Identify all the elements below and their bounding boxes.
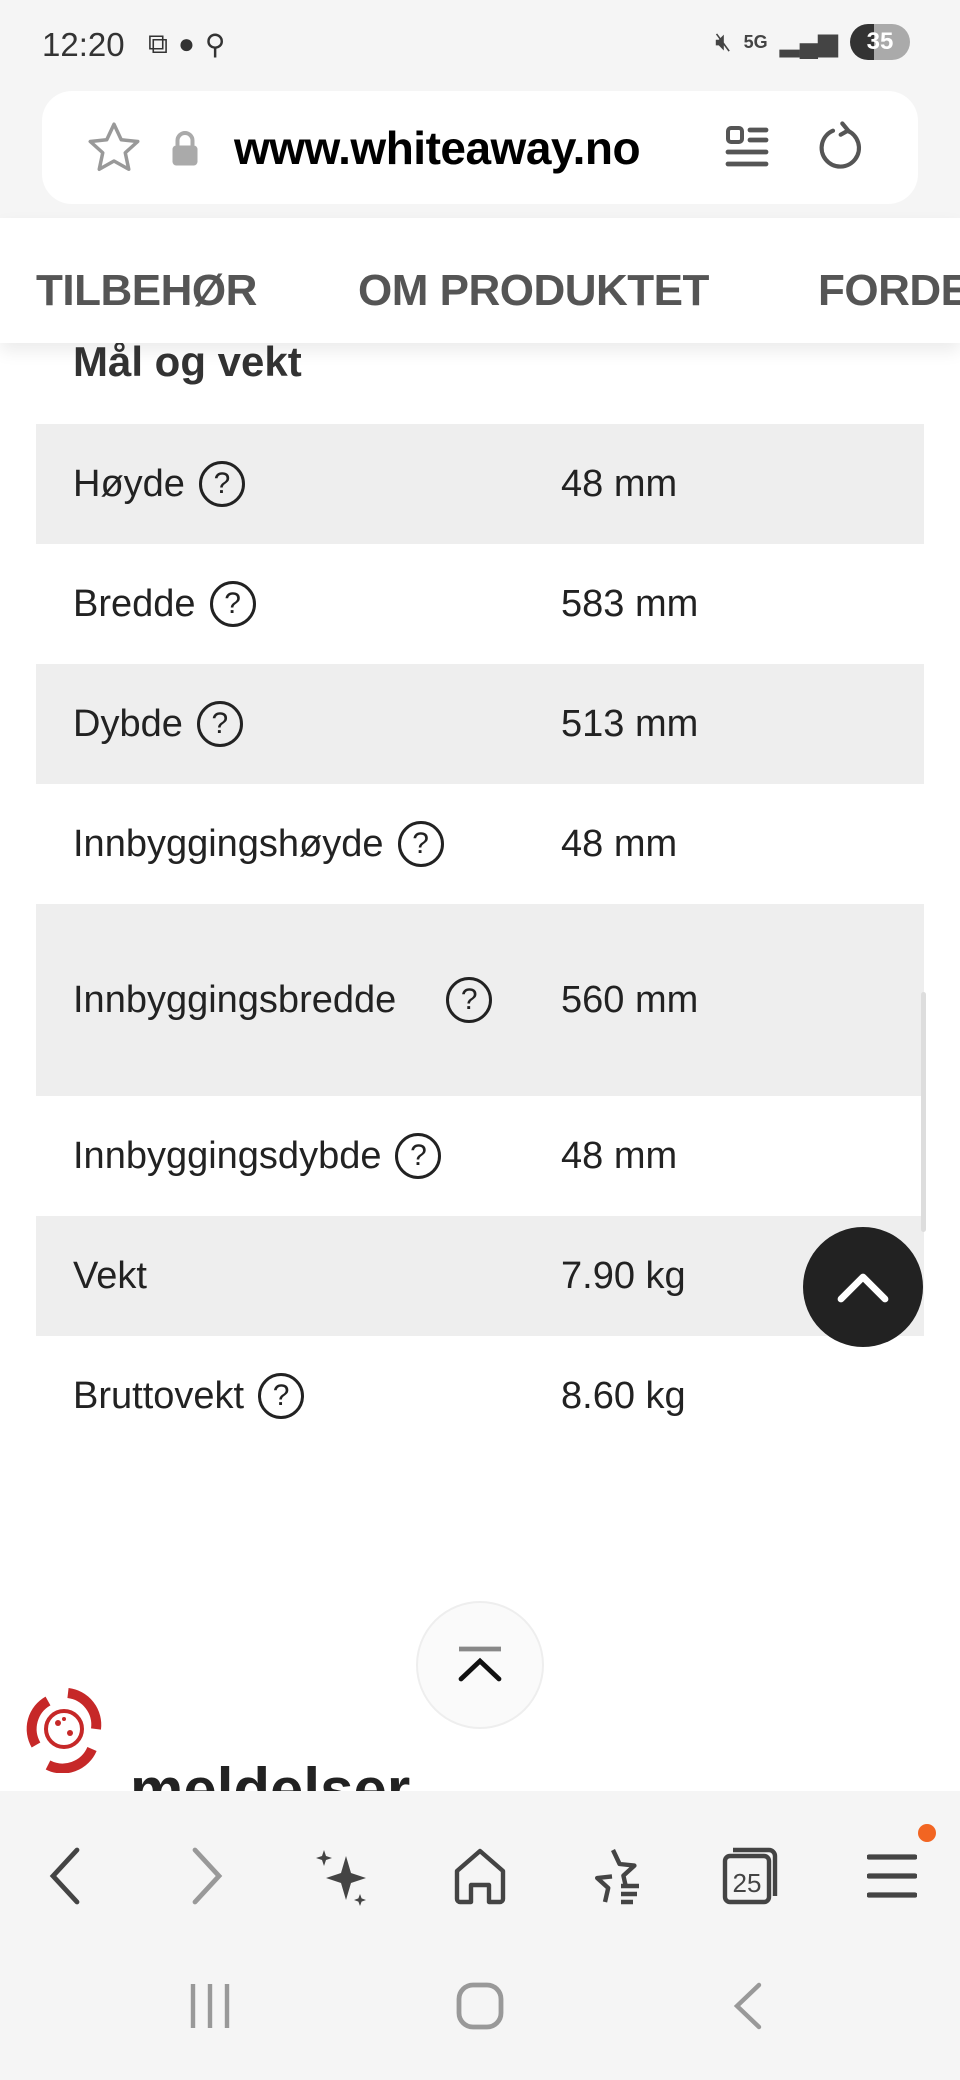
spec-label: Dybde — [73, 703, 183, 745]
bookmarks-button[interactable] — [580, 1841, 650, 1911]
chevron-up-icon — [837, 1273, 889, 1303]
ai-assistant-button[interactable] — [307, 1841, 377, 1911]
spec-value: 8.60 kg — [561, 1374, 686, 1417]
forward-button[interactable] — [172, 1841, 242, 1911]
spec-label-cell: Innbyggingsbredde? — [73, 964, 561, 1036]
browser-scroll-top-button[interactable] — [416, 1601, 544, 1729]
spec-label-cell: Innbyggingshøyde? — [73, 808, 561, 880]
spec-label: Innbyggingsdybde — [73, 1135, 382, 1177]
spec-label-cell: Innbyggingsdybde? — [73, 1120, 561, 1192]
recent-apps-icon — [190, 1984, 230, 2028]
back-nav-button[interactable] — [708, 1971, 788, 2041]
help-icon[interactable]: ? — [258, 1373, 305, 1419]
battery-indicator: 35 — [850, 24, 910, 60]
search-icon: ⚲ — [204, 29, 226, 60]
back-icon — [49, 1847, 80, 1905]
spec-value: 48 mm — [561, 1134, 678, 1177]
spec-value: 560 mm — [561, 978, 699, 1021]
back-nav-icon — [733, 1982, 762, 2030]
help-icon[interactable]: ? — [209, 581, 256, 627]
tab-om-produktet[interactable]: OM PRODUKTET — [358, 266, 709, 315]
notification-dot — [918, 1824, 936, 1842]
spec-label: Innbyggingsbredde — [73, 979, 397, 1021]
status-time: 12:20 — [42, 26, 125, 63]
spec-label: Bredde — [73, 583, 196, 625]
bookmarks-star-icon — [595, 1849, 639, 1905]
forward-icon — [192, 1847, 223, 1905]
messenger-icon: ● — [178, 28, 195, 59]
spec-value: 7.90 kg — [561, 1254, 686, 1297]
lock-icon[interactable] — [170, 128, 200, 168]
help-icon[interactable]: ? — [397, 821, 444, 867]
spec-label: Bruttovekt — [73, 1375, 245, 1417]
section-title: Mål og vekt — [73, 338, 302, 385]
spec-value: 48 mm — [561, 822, 678, 865]
status-bar: 12:20 ⧉ ● ⚲ 🔇︎ 5G ▂▄▆ 35 www.whiteaway.n… — [0, 0, 960, 218]
spec-label: Innbyggingshøyde — [73, 823, 384, 865]
network-type: 5G — [743, 31, 768, 52]
scroll-to-top-button[interactable] — [803, 1227, 923, 1347]
spec-value: 583 mm — [561, 582, 699, 625]
home-nav-icon — [456, 1982, 504, 2030]
spec-label-cell: Vekt — [73, 1240, 561, 1312]
home-nav-button[interactable] — [440, 1971, 520, 2041]
spec-value: 48 mm — [561, 462, 678, 505]
brand-logo-icon — [26, 1688, 102, 1773]
scroll-top-icon — [458, 1646, 502, 1682]
back-button[interactable] — [30, 1841, 100, 1911]
spec-row: Bredde? 583 mm — [36, 544, 924, 664]
help-icon[interactable]: ? — [446, 977, 493, 1023]
home-button[interactable] — [445, 1841, 515, 1911]
spec-label-cell: Bredde? — [73, 568, 561, 640]
url-text[interactable]: www.whiteaway.no — [234, 121, 641, 174]
bookmark-star-icon[interactable] — [84, 118, 144, 178]
tab-fordeler[interactable]: FORDELER — [818, 266, 960, 315]
spec-row: Innbyggingsdybde? 48 mm — [36, 1096, 924, 1216]
tabs-count: 25 — [733, 1868, 762, 1898]
signal-icon: ▂▄▆ — [779, 26, 838, 57]
spec-label-cell: Høyde? — [73, 448, 561, 520]
spec-row: Vekt 7.90 kg — [36, 1216, 924, 1336]
browser-toolbar: 25 — [0, 1791, 960, 2080]
spec-label-cell: Dybde? — [73, 688, 561, 760]
help-icon[interactable]: ? — [196, 701, 243, 747]
spec-row: Høyde? 48 mm — [36, 424, 924, 544]
hamburger-menu-icon — [867, 1854, 917, 1898]
spec-row: Bruttovekt? 8.60 kg — [36, 1336, 924, 1456]
address-bar[interactable]: www.whiteaway.no — [42, 91, 918, 204]
tabs-button[interactable]: 25 — [716, 1841, 786, 1911]
menu-button[interactable] — [857, 1841, 927, 1911]
spec-label-cell: Bruttovekt? — [73, 1360, 561, 1432]
help-icon[interactable]: ? — [395, 1133, 442, 1179]
page-scrollbar[interactable] — [921, 992, 926, 1232]
spec-row: Innbyggingshøyde? 48 mm — [36, 784, 924, 904]
specs-table: Høyde? 48 mm Bredde? 583 mm Dybde? 513 mm Innb… — [36, 424, 924, 1456]
spec-row: Dybde? 513 mm — [36, 664, 924, 784]
tab-tilbehor[interactable]: TILBEHØR — [36, 266, 257, 315]
mute-icon: 🔇︎ — [715, 26, 732, 56]
reader-mode-icon[interactable] — [724, 123, 772, 173]
spec-row: Innbyggingsbredde? 560 mm — [36, 904, 924, 1096]
spec-value: 513 mm — [561, 702, 699, 745]
recent-apps-button[interactable] — [170, 1971, 250, 2041]
spec-label: Vekt — [73, 1255, 147, 1297]
spec-label: Høyde — [73, 463, 185, 505]
home-icon — [454, 1848, 506, 1905]
reload-icon[interactable] — [812, 118, 868, 178]
screenshot-icon: ⧉ — [148, 28, 168, 59]
help-icon[interactable]: ? — [198, 461, 245, 507]
sparkles-icon — [316, 1850, 366, 1906]
tabs-icon: 25 — [722, 1847, 778, 1905]
product-tabs: TILBEHØR OM PRODUKTET FORDELER — [0, 218, 960, 343]
